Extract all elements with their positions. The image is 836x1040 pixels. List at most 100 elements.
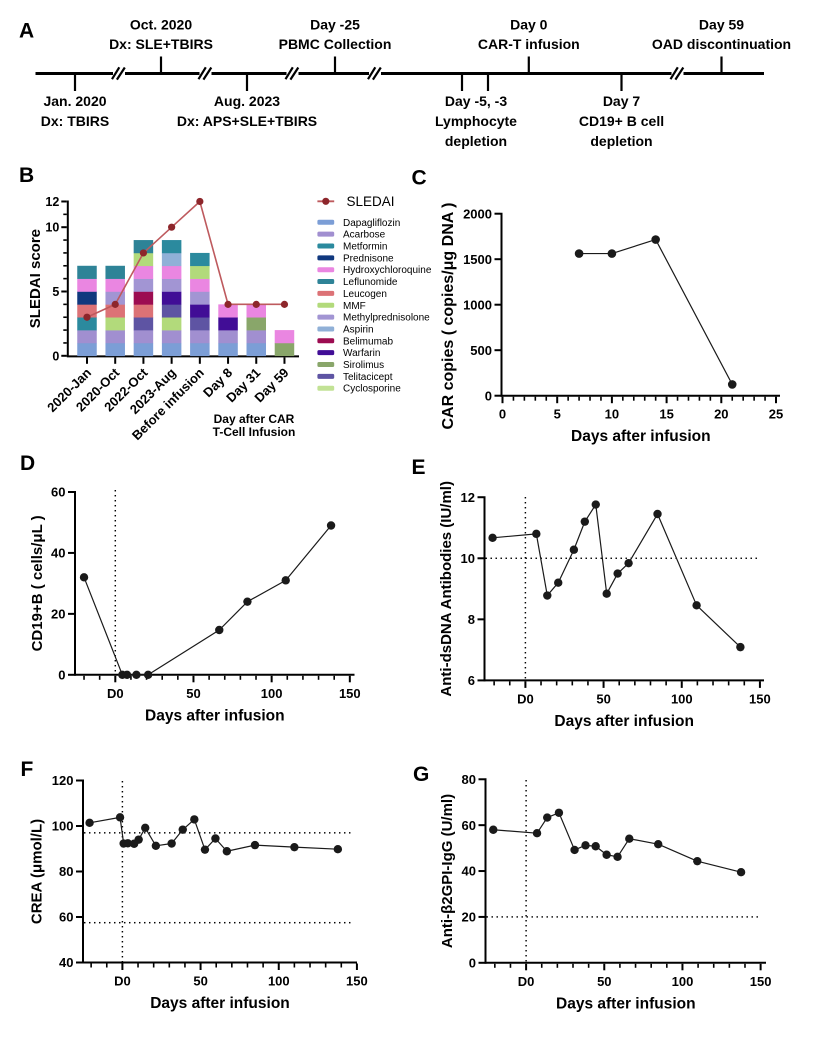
svg-text:Jan. 2020: Jan. 2020 (43, 93, 106, 109)
svg-text:Hydroxychloroquine: Hydroxychloroquine (343, 265, 432, 276)
svg-text:100: 100 (261, 686, 283, 701)
svg-text:Methylprednisolone: Methylprednisolone (343, 313, 430, 324)
svg-text:25: 25 (769, 407, 783, 422)
svg-text:CD19+ B cell: CD19+ B cell (579, 113, 664, 129)
svg-text:0: 0 (58, 667, 65, 682)
svg-text:PBMC Collection: PBMC Collection (279, 36, 392, 52)
svg-text:20: 20 (51, 607, 65, 622)
svg-text:Dx: SLE+TBIRS: Dx: SLE+TBIRS (109, 36, 213, 52)
svg-text:50: 50 (596, 691, 610, 706)
svg-text:MMF: MMF (343, 301, 366, 312)
svg-text:40: 40 (462, 864, 476, 879)
svg-text:60: 60 (51, 485, 65, 500)
svg-text:Prednisone: Prednisone (343, 253, 394, 264)
svg-text:Day 59: Day 59 (699, 16, 744, 32)
svg-text:5: 5 (554, 407, 561, 422)
svg-text:Days after infusion: Days after infusion (554, 713, 694, 730)
svg-text:Days after infusion: Days after infusion (556, 995, 696, 1012)
svg-text:50: 50 (597, 974, 611, 989)
svg-text:Anti-β2GPI-IgG (U/ml): Anti-β2GPI-IgG (U/ml) (439, 794, 456, 948)
svg-text:Lymphocyte: Lymphocyte (435, 113, 517, 129)
svg-text:12: 12 (461, 490, 475, 505)
svg-text:CREA (μmol/L): CREA (μmol/L) (29, 819, 46, 924)
svg-text:100: 100 (52, 819, 74, 834)
svg-text:Day after CAR: Day after CAR (214, 412, 295, 426)
svg-text:C: C (412, 167, 427, 190)
svg-text:Dx: APS+SLE+TBIRS: Dx: APS+SLE+TBIRS (177, 113, 317, 129)
svg-text:50: 50 (186, 686, 200, 701)
svg-text:Acarbose: Acarbose (343, 230, 386, 241)
svg-text:0: 0 (485, 388, 492, 403)
svg-text:CAR copies ( copies/μg DNA ): CAR copies ( copies/μg DNA ) (440, 203, 457, 430)
svg-text:20: 20 (462, 910, 476, 925)
svg-text:D: D (20, 452, 35, 475)
svg-text:Leflunomide: Leflunomide (343, 277, 398, 288)
svg-text:Leucogen: Leucogen (343, 289, 387, 300)
svg-text:Anti-dsDNA Antibodies (IU/ml): Anti-dsDNA Antibodies (IU/ml) (438, 481, 455, 697)
svg-text:Cyclosporine: Cyclosporine (343, 384, 401, 395)
svg-text:0: 0 (52, 349, 59, 363)
svg-text:5: 5 (52, 285, 59, 299)
svg-text:10: 10 (605, 407, 619, 422)
svg-text:500: 500 (470, 343, 492, 358)
svg-text:100: 100 (671, 691, 693, 706)
svg-text:2000: 2000 (463, 206, 492, 221)
svg-text:Sirolimus: Sirolimus (343, 360, 384, 371)
svg-text:T-Cell Infusion: T-Cell Infusion (213, 425, 296, 439)
svg-text:0: 0 (469, 955, 476, 970)
svg-text:Day -25: Day -25 (310, 16, 360, 32)
svg-text:Days after infusion: Days after infusion (150, 995, 290, 1012)
svg-text:6: 6 (468, 673, 475, 688)
svg-text:1500: 1500 (463, 252, 492, 267)
svg-text:Oct. 2020: Oct. 2020 (130, 16, 192, 32)
svg-text:Day 0: Day 0 (510, 16, 548, 32)
svg-text:CAR-T infusion: CAR-T infusion (478, 36, 580, 52)
svg-text:0: 0 (499, 407, 506, 422)
svg-text:150: 150 (346, 974, 368, 989)
svg-text:150: 150 (339, 686, 361, 701)
svg-text:50: 50 (193, 974, 207, 989)
svg-text:100: 100 (672, 974, 694, 989)
svg-text:150: 150 (750, 974, 772, 989)
svg-text:10: 10 (461, 551, 475, 566)
svg-text:120: 120 (52, 773, 74, 788)
svg-text:OAD discontinuation: OAD discontinuation (652, 36, 791, 52)
svg-text:40: 40 (59, 955, 73, 970)
svg-text:SLEDAI: SLEDAI (347, 194, 395, 209)
svg-text:Telitacicept: Telitacicept (343, 372, 393, 383)
svg-text:Dapagliflozin: Dapagliflozin (343, 218, 400, 229)
svg-text:Days after infusion: Days after infusion (145, 707, 285, 724)
svg-text:60: 60 (462, 818, 476, 833)
svg-text:Warfarin: Warfarin (343, 348, 380, 359)
svg-text:F: F (21, 758, 34, 781)
svg-text:15: 15 (659, 407, 673, 422)
svg-text:20: 20 (714, 407, 728, 422)
svg-text:100: 100 (268, 974, 290, 989)
svg-text:SLEDAI score: SLEDAI score (27, 229, 44, 328)
svg-text:Day -5, -3: Day -5, -3 (445, 93, 507, 109)
svg-text:Metformin: Metformin (343, 242, 387, 253)
svg-text:10: 10 (45, 221, 59, 235)
svg-text:40: 40 (51, 546, 65, 561)
svg-text:8: 8 (468, 612, 475, 627)
svg-text:D0: D0 (114, 974, 131, 989)
svg-text:1000: 1000 (463, 297, 492, 312)
svg-text:12: 12 (45, 195, 59, 209)
svg-text:D0: D0 (518, 974, 535, 989)
svg-text:B: B (19, 164, 34, 187)
svg-text:E: E (412, 456, 426, 479)
svg-text:80: 80 (59, 864, 73, 879)
svg-text:A: A (19, 20, 34, 43)
svg-text:Day 7: Day 7 (603, 93, 641, 109)
svg-text:Belimumab: Belimumab (343, 336, 393, 347)
svg-text:150: 150 (749, 691, 771, 706)
svg-text:Aspirin: Aspirin (343, 324, 374, 335)
svg-text:G: G (413, 763, 429, 786)
svg-text:D0: D0 (517, 691, 534, 706)
svg-text:Days after infusion: Days after infusion (571, 428, 711, 445)
svg-text:Dx: TBIRS: Dx: TBIRS (41, 113, 109, 129)
svg-text:80: 80 (462, 772, 476, 787)
svg-text:D0: D0 (107, 686, 124, 701)
svg-text:depletion: depletion (445, 133, 507, 149)
svg-text:depletion: depletion (590, 133, 652, 149)
